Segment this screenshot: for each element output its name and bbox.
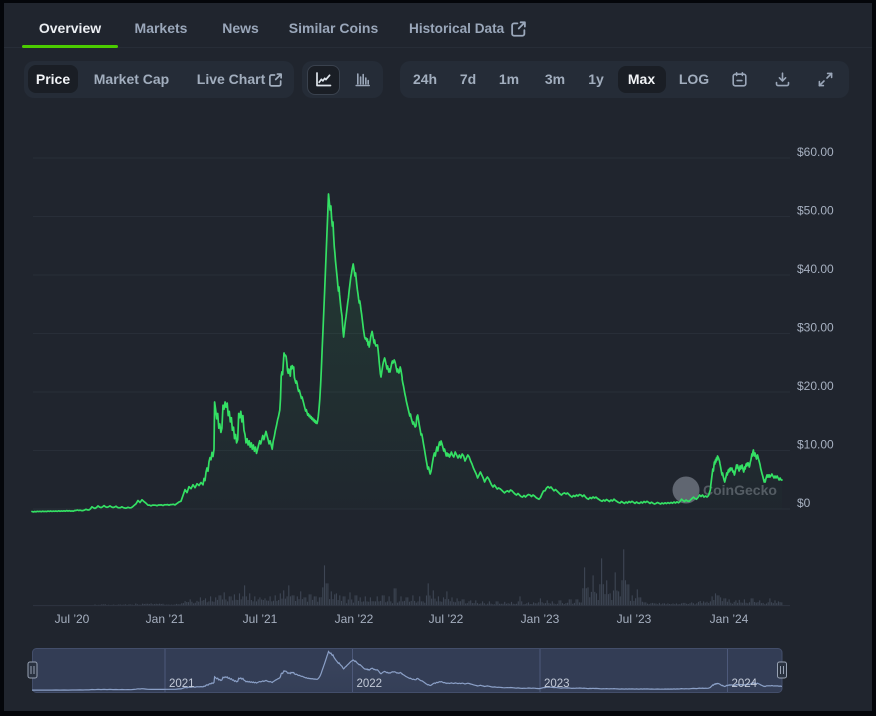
svg-text:2024: 2024: [732, 678, 758, 690]
svg-text:Jan ’21: Jan ’21: [146, 612, 185, 626]
svg-text:$40.00: $40.00: [797, 262, 834, 276]
svg-text:2022: 2022: [357, 678, 383, 690]
svg-text:$30.00: $30.00: [797, 321, 834, 335]
svg-text:Jan ’23: Jan ’23: [521, 612, 560, 626]
svg-text:$10.00: $10.00: [797, 438, 834, 452]
svg-text:$50.00: $50.00: [797, 204, 834, 218]
svg-text:Jan ’24: Jan ’24: [710, 612, 749, 626]
svg-text:Jul ’22: Jul ’22: [429, 612, 464, 626]
svg-text:$60.00: $60.00: [797, 145, 834, 159]
svg-text:$20.00: $20.00: [797, 379, 834, 393]
svg-text:Jul ’23: Jul ’23: [617, 612, 652, 626]
svg-text:2023: 2023: [544, 678, 570, 690]
svg-text:Jan ’22: Jan ’22: [335, 612, 374, 626]
svg-text:2021: 2021: [169, 678, 195, 690]
svg-text:Jul ’21: Jul ’21: [243, 612, 278, 626]
svg-text:$0: $0: [797, 496, 811, 510]
svg-text:Jul ’20: Jul ’20: [55, 612, 90, 626]
